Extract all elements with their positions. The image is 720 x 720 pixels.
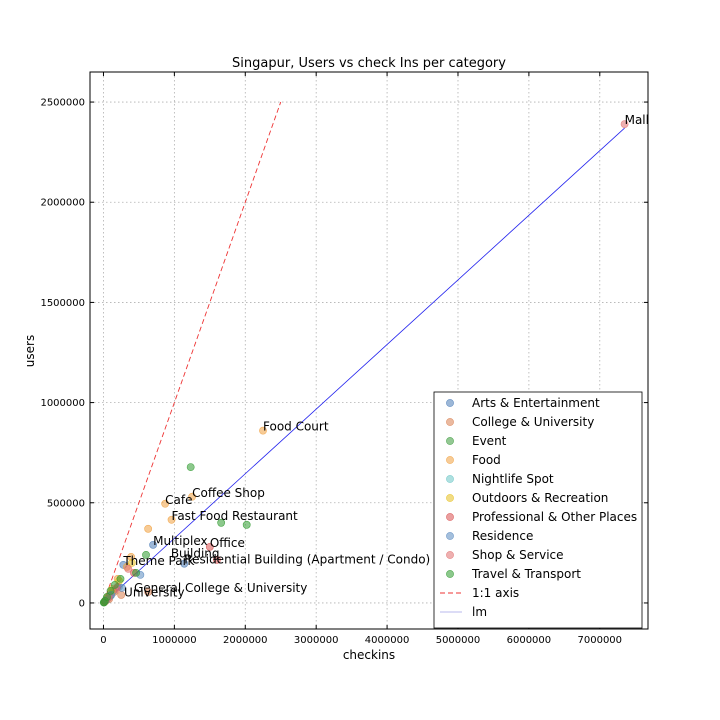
data-point [180, 559, 189, 568]
data-point [620, 120, 629, 128]
data-point [167, 515, 176, 524]
data-point [149, 540, 158, 549]
data-point [242, 520, 251, 529]
data-point [127, 558, 136, 567]
point-annotation: Coffee Shop [192, 486, 265, 500]
legend-label: lm [472, 605, 487, 619]
data-point [106, 587, 115, 595]
x-tick-label: 2000000 [223, 635, 268, 646]
x-axis-label: checkins [343, 648, 395, 662]
legend-label: Professional & Other Places [472, 510, 637, 524]
legend-label: Residence [472, 529, 533, 543]
point-annotation: Office [210, 536, 245, 550]
data-points [99, 120, 629, 607]
legend-marker [446, 418, 454, 426]
legend-label: 1:1 axis [472, 586, 519, 600]
reference-line-layer [103, 101, 282, 604]
point-annotation: Residential Building (Apartment / Condo) [184, 553, 430, 567]
legend-marker [446, 513, 454, 521]
point-annotation: Theme Park [122, 554, 194, 568]
fit-line-layer [103, 127, 625, 604]
point-annotation: General College & University [134, 581, 307, 595]
legend-label: Event [472, 434, 507, 448]
x-tick-label: 3000000 [294, 635, 339, 646]
legend-label: Arts & Entertainment [472, 396, 600, 410]
data-point [99, 598, 108, 607]
plot-frame [89, 71, 649, 630]
legend-marker [446, 551, 454, 559]
legend-label: Travel & Transport [471, 567, 581, 581]
chart-title: Singapur, Users vs check Ins per categor… [232, 56, 506, 71]
data-point [110, 581, 119, 589]
point-annotation: Building [171, 547, 220, 561]
legend-marker [446, 437, 454, 445]
data-point [142, 550, 150, 559]
legend-label: Outdoors & Recreation [472, 491, 608, 505]
y-tick-label: 500000 [47, 498, 85, 509]
point-annotation: Food Court [263, 420, 329, 434]
point-annotation: University [124, 585, 185, 599]
y-tick-label: 0 [79, 598, 85, 609]
point-annotation: Mall [625, 113, 649, 127]
point-annotation: Multiplex [153, 534, 208, 548]
y-axis-label: users [23, 335, 37, 367]
y-tick-label: 2500000 [40, 98, 85, 109]
legend-label: College & University [472, 415, 594, 429]
legend-marker [446, 494, 454, 502]
legend-marker [446, 399, 454, 407]
data-point [124, 564, 133, 573]
legend-marker [446, 456, 454, 464]
reference-line-1-1 [103, 101, 282, 604]
y-tick-label: 1000000 [40, 398, 85, 409]
legend-marker [446, 570, 454, 578]
data-point [217, 518, 226, 527]
x-tick-label: 6000000 [507, 635, 552, 646]
legend-box [433, 391, 643, 629]
legend-marker [446, 475, 454, 483]
data-point [259, 426, 267, 435]
data-point [161, 499, 170, 508]
legend-marker [446, 532, 454, 540]
x-tick-label: 0 [100, 635, 106, 646]
x-tick-label: 7000000 [578, 635, 623, 646]
y-tick-label: 1500000 [40, 298, 85, 309]
x-tick-label: 5000000 [436, 635, 481, 646]
point-annotation: Cafe [165, 493, 192, 507]
data-point [116, 575, 125, 583]
legend-label: Nightlife Spot [472, 472, 554, 486]
fit-line-lm [103, 127, 625, 604]
data-point [144, 524, 153, 533]
data-point [186, 463, 195, 472]
legend: Arts & Entertainment College & University… [433, 391, 643, 629]
y-tick-label: 2000000 [40, 198, 85, 209]
data-point [144, 588, 153, 596]
data-point [205, 542, 214, 551]
data-point [213, 555, 221, 564]
point-annotation: Fast Food Restaurant [172, 509, 299, 523]
axis-ticks: 0 1000000 2000000 3000000 4000000 5000000 6000… [40, 72, 648, 646]
legend-label: Food [472, 453, 501, 467]
x-tick-label: 1000000 [152, 635, 197, 646]
x-tick-label: 4000000 [365, 635, 410, 646]
data-point [188, 492, 196, 501]
legend-label: Shop & Service [472, 548, 564, 562]
data-point [132, 568, 140, 577]
